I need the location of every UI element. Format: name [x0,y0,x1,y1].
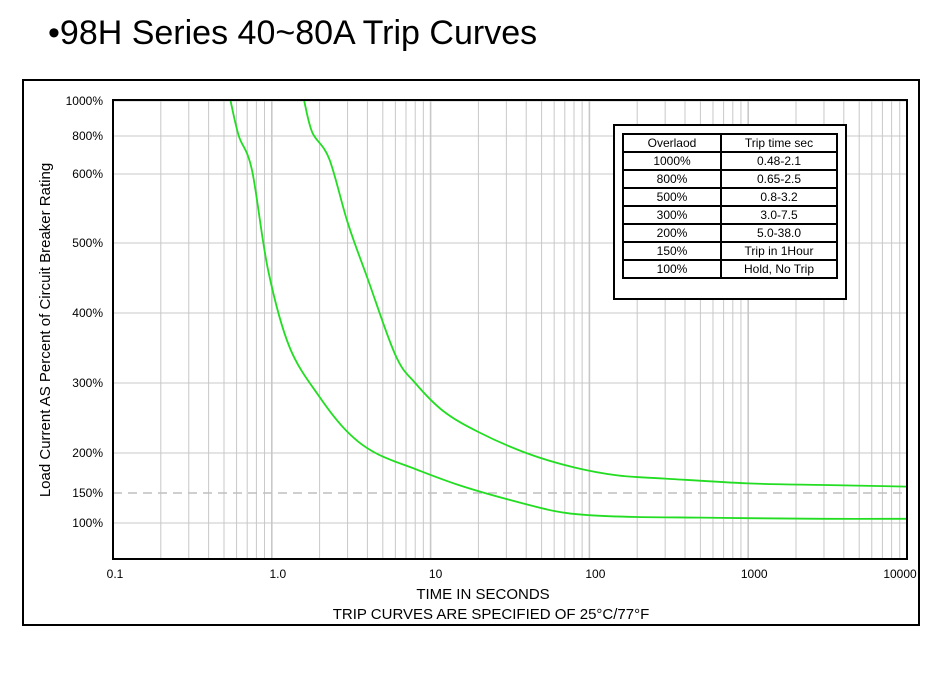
min-trip-curve [229,100,908,520]
trip-time-cell: 0.65-2.5 [720,169,838,189]
legend-row: 200% 5.0-38.0 [622,223,838,243]
y-tick-label: 300% [72,376,103,390]
legend-row: 150% Trip in 1Hour [622,241,838,261]
y-tick-label: 100% [72,516,103,530]
trip-time-legend: Overlaod Trip time sec 1000% 0.48-2.1 800% 0.… [613,124,847,300]
x-tick-label: 1000 [741,567,768,581]
y-tick-label: 150% [72,486,103,500]
y-tick-label: 800% [72,129,103,143]
label-layer: 100%150%200%300%400%500%600%800%1000%0.1… [37,94,917,623]
grid-layer [113,100,907,559]
chart-frame [22,79,920,626]
y-tick-label: 200% [72,446,103,460]
x-tick-label: 10 [429,567,443,581]
axis-layer [112,99,908,560]
page-title: •98H Series 40~80A Trip Curves [48,14,538,52]
x-tick-label: 100 [585,567,605,581]
legend-row: 800% 0.65-2.5 [622,169,838,189]
trip-time-cell: Trip in 1Hour [720,241,838,261]
curve-layer [229,100,908,520]
overload-cell: 500% [622,187,722,207]
trip-time-cell: Hold, No Trip [720,259,838,279]
trip-time-cell: 0.8-3.2 [720,187,838,207]
legend-row: 500% 0.8-3.2 [622,187,838,207]
overload-cell: Overlaod [622,133,722,153]
x-axis-title: TIME IN SECONDS [416,586,549,603]
overload-cell: 300% [622,205,722,225]
legend-row: 1000% 0.48-2.1 [622,151,838,171]
y-axis-title: Load Current AS Percent of Circuit Break… [37,163,54,497]
overload-cell: 100% [622,259,722,279]
trip-time-cell: 0.48-2.1 [720,151,838,171]
max-trip-curve [303,100,908,488]
x-tick-label: 0.1 [107,567,124,581]
overload-cell: 800% [622,169,722,189]
plot-border [112,99,908,560]
legend-row: 100% Hold, No Trip [622,259,838,279]
legend-header-row: Overlaod Trip time sec [622,133,838,153]
overload-cell: 150% [622,241,722,261]
y-tick-label: 1000% [66,94,104,108]
legend-row: 300% 3.0-7.5 [622,205,838,225]
trip-time-cell: 3.0-7.5 [720,205,838,225]
y-tick-label: 600% [72,167,103,181]
y-tick-label: 400% [72,306,103,320]
trip-time-table: Overlaod Trip time sec 1000% 0.48-2.1 800% 0.… [622,133,838,279]
x-tick-label: 1.0 [269,567,286,581]
trip-time-cell: 5.0-38.0 [720,223,838,243]
overload-cell: 200% [622,223,722,243]
y-tick-label: 500% [72,236,103,250]
chart-caption: TRIP CURVES ARE SPECIFIED OF 25°C/77°F [333,606,650,623]
x-tick-label: 10000 [883,567,917,581]
overload-cell: 1000% [622,151,722,171]
trip-time-cell: Trip time sec [720,133,838,153]
